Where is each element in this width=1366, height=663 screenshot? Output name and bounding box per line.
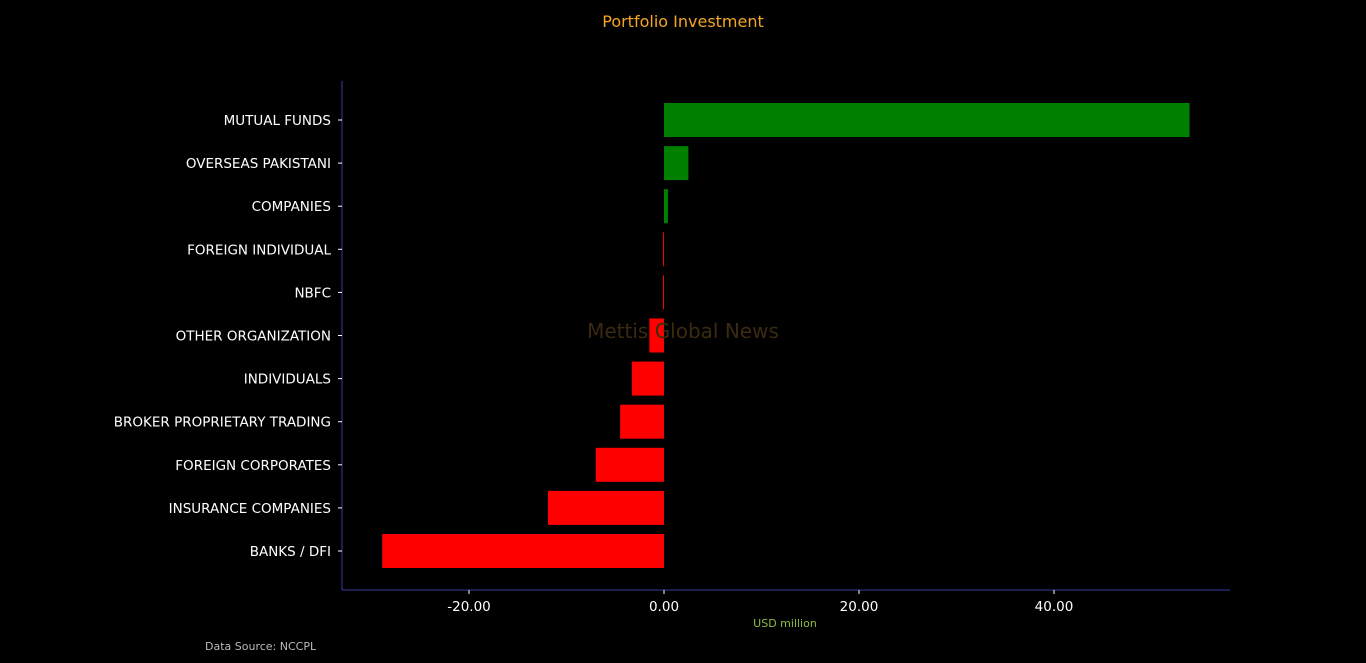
bar-mutual-funds bbox=[664, 103, 1190, 137]
category-label: FOREIGN CORPORATES bbox=[175, 458, 331, 474]
category-label: OVERSEAS PAKISTANI bbox=[186, 156, 331, 172]
bar-foreign-corporates bbox=[595, 447, 664, 482]
category-label: OTHER ORGANIZATION bbox=[176, 329, 331, 345]
bar-banks-dfi bbox=[382, 534, 664, 568]
category-labels: MUTUAL FUNDS OVERSEAS PAKISTANI COMPANIES F… bbox=[114, 113, 342, 560]
category-label: COMPANIES bbox=[252, 199, 331, 215]
bar-companies bbox=[664, 189, 668, 224]
bar-individuals bbox=[631, 361, 664, 396]
bar-overseas-pakistani bbox=[664, 146, 689, 181]
category-label: NBFC bbox=[294, 285, 331, 301]
bar-other-organization bbox=[649, 318, 664, 353]
watermark-text: Mettis Global News bbox=[587, 319, 779, 343]
bar-nbfc bbox=[663, 275, 665, 310]
x-tick-label: 0.00 bbox=[649, 599, 679, 615]
x-axis-ticks: -20.00 0.00 20.00 40.00 bbox=[447, 590, 1073, 615]
category-label: BROKER PROPRIETARY TRADING bbox=[114, 415, 331, 431]
bar-foreign-individual bbox=[663, 232, 665, 267]
x-tick-label: -20.00 bbox=[447, 599, 491, 615]
bar-broker-proprietary-trading bbox=[620, 404, 664, 439]
category-label: FOREIGN INDIVIDUAL bbox=[187, 242, 331, 258]
category-label: INSURANCE COMPANIES bbox=[169, 501, 331, 517]
category-label: INDIVIDUALS bbox=[244, 372, 331, 388]
x-tick-label: 20.00 bbox=[840, 599, 879, 615]
x-tick-label: 40.00 bbox=[1035, 599, 1074, 615]
bars-layer bbox=[382, 103, 1190, 568]
category-label: BANKS / DFI bbox=[250, 544, 331, 560]
chart-title: Portfolio Investment bbox=[602, 12, 764, 31]
category-label: MUTUAL FUNDS bbox=[224, 113, 331, 129]
bar-insurance-companies bbox=[547, 490, 664, 525]
x-axis-label: USD million bbox=[753, 617, 817, 630]
data-source-note: Data Source: NCCPL bbox=[205, 640, 317, 653]
